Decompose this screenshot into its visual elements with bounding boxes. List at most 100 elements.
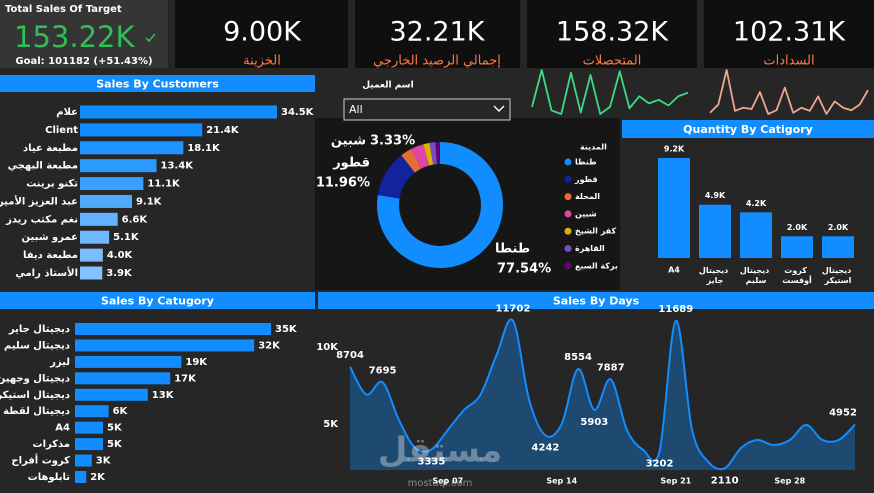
category-label: A4	[668, 266, 680, 275]
data-label: 11689	[658, 304, 693, 315]
data-label: 2110	[711, 475, 739, 486]
y-tick-label: 10K	[316, 342, 339, 353]
x-tick-label: Sep 14	[546, 477, 577, 486]
data-label: 8554	[564, 352, 592, 363]
category-label: علام	[56, 107, 78, 118]
kpi-value: 9.00K	[223, 17, 302, 48]
category-label: ديجيتال سليم	[4, 340, 70, 351]
kpi-label: إجمالي الرصيد الخارجي	[373, 54, 501, 69]
value-label: 13.4K	[161, 161, 195, 172]
category-label: ديجيتال سليم	[740, 266, 772, 285]
data-label: 8704	[336, 350, 364, 361]
slicer-label: اسم العميل	[362, 81, 413, 91]
category-label: مذكرات	[33, 439, 70, 450]
value-label: 34.5K	[281, 107, 315, 118]
data-label: 3335	[418, 456, 446, 467]
donut-slice	[411, 144, 430, 169]
value-label: 35K	[275, 324, 298, 335]
category-label: الأستاذ رامي	[15, 266, 78, 279]
x-tick-label: Sep 28	[774, 477, 805, 486]
bar	[80, 212, 118, 226]
bar	[75, 388, 148, 401]
category-label: تابلوهات	[28, 472, 71, 483]
legend-swatch	[564, 227, 572, 235]
value-label: 21.4K	[206, 125, 240, 136]
sparkline	[709, 69, 869, 115]
data-label: 4242	[532, 442, 560, 453]
value-label: 6K	[113, 406, 129, 417]
bar	[781, 236, 813, 258]
bar	[80, 123, 203, 137]
value-label: 18.1K	[187, 143, 221, 154]
legend-label: شبين	[575, 209, 597, 218]
value-label: 3.9K	[106, 268, 133, 279]
slice-percent: 11.96%	[316, 176, 370, 191]
kpi-label: الخزينة	[243, 54, 281, 69]
legend-swatch	[564, 175, 572, 183]
kpi-label: المتحصلات	[583, 54, 642, 69]
category-label: عبد العزيز الأمير	[0, 194, 78, 207]
donut-slice	[429, 142, 437, 165]
legend-title: المدينة	[580, 143, 607, 152]
bar	[75, 454, 92, 467]
category-label: A4	[55, 423, 70, 434]
data-label: 5903	[580, 417, 608, 428]
legend-label: طنطا	[575, 158, 597, 167]
chart-header	[622, 120, 874, 138]
category-label: ديجيتال استيكر	[822, 266, 854, 285]
bar	[80, 194, 132, 208]
chart-title: Sales By Catugory	[101, 295, 214, 308]
sparkline	[531, 69, 689, 115]
slice-percent: 3.33%	[370, 134, 415, 149]
category-label: كروت أفراح	[11, 454, 70, 467]
category-label: مطبعة عياد	[23, 143, 78, 154]
line	[349, 318, 856, 471]
category-label: ليزر	[49, 357, 70, 368]
value-label: 5K	[107, 439, 123, 450]
kpi-card	[527, 0, 697, 68]
slice-percent: 77.54%	[497, 262, 551, 277]
chart-title: Quantity By Catigory	[683, 123, 813, 136]
data-label: 4952	[829, 408, 857, 419]
bar	[75, 438, 103, 451]
value-label: 9.1K	[136, 196, 163, 207]
x-tick-label: Sep 21	[660, 477, 691, 486]
bar	[822, 236, 854, 258]
chart-title: Sales By Customers	[96, 78, 219, 91]
target-value: 153.22K	[14, 20, 135, 54]
bar	[75, 471, 87, 483]
kpi-card	[704, 0, 874, 68]
category-label: مطبعة البهجي	[8, 161, 78, 172]
category-label: ديجيتال استيكر	[0, 390, 70, 401]
watermark-brand: مستقل	[378, 431, 502, 471]
check-icon	[145, 33, 156, 43]
donut-slice	[376, 142, 503, 268]
dropdown-chevron[interactable]	[493, 105, 505, 112]
dropdown-value[interactable]: All	[349, 103, 363, 116]
slicer-dropdown[interactable]: All	[343, 98, 511, 121]
bar	[80, 159, 157, 173]
category-label: كروت أوفست	[782, 266, 812, 285]
value-label: 6.6K	[122, 214, 149, 225]
kpi-value: 158.32K	[556, 17, 669, 48]
value-label: 4.9K	[705, 191, 726, 200]
bar	[699, 204, 731, 258]
target-goal: Goal: 101182 (+51.43%)	[15, 56, 152, 67]
kpi-label: السدادات	[763, 54, 814, 69]
bar	[80, 248, 103, 262]
slice-name: شبين	[331, 134, 366, 149]
kpi-value: 32.21K	[389, 17, 485, 48]
category-label: ديجيتال لقطة	[3, 406, 70, 417]
kpi-card	[355, 0, 520, 68]
legend-swatch	[564, 210, 572, 218]
bar	[75, 372, 171, 385]
data-label: 7887	[597, 362, 625, 373]
legend-label: بركة السبع	[575, 261, 618, 270]
legend-swatch	[564, 262, 572, 270]
x-tick-label: Sep 07	[432, 477, 463, 486]
value-label: 4.2K	[746, 199, 767, 208]
value-label: 5.1K	[113, 232, 140, 243]
dropdown-box[interactable]	[343, 98, 511, 121]
category-label: Client	[45, 125, 78, 136]
